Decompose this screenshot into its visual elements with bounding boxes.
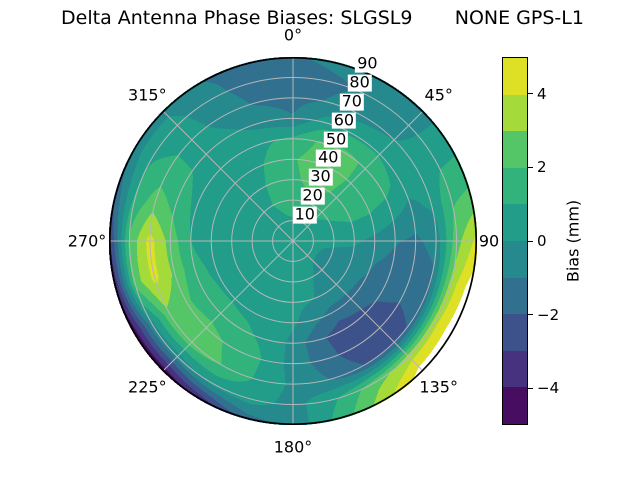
colorbar-segment [503, 350, 527, 388]
angle-label-135: 135° [419, 377, 458, 397]
radial-tick-label-80: 80 [347, 72, 372, 92]
colorbar-segment [503, 314, 527, 351]
radial-tick-label-20: 20 [300, 185, 325, 205]
colorbar-tick [528, 240, 533, 242]
polar-outline [108, 56, 478, 426]
radial-tick-label-60: 60 [331, 110, 357, 130]
polar-grid-overlay [108, 56, 478, 426]
colorbar-axis-label: Bias (mm) [563, 199, 583, 283]
grid-spoke [163, 111, 423, 371]
radial-tick-label-70: 70 [339, 91, 364, 111]
angle-label-315: 315° [128, 85, 167, 105]
colorbar-segment [503, 240, 527, 278]
angle-label-225: 225° [128, 377, 167, 397]
colorbar-tick-label: 2 [537, 158, 547, 177]
colorbar-tick-label: −2 [537, 305, 560, 324]
angle-label-270: 270° [67, 231, 107, 251]
colorbar-segment [503, 167, 527, 205]
radial-tick-label-90: 90 [355, 53, 380, 73]
radial-tick-label-10: 10 [292, 204, 317, 224]
colorbar-tick [528, 314, 533, 316]
angle-label-90: 90 [478, 231, 500, 251]
angle-label-180: 180° [273, 437, 313, 457]
page-title: Delta Antenna Phase Biases: SLGSL9 NONE … [61, 7, 584, 29]
colorbar-segment [503, 131, 527, 168]
radial-tick-label-40: 40 [316, 147, 341, 167]
radial-tick-label-50: 50 [323, 129, 349, 149]
colorbar-tick [528, 166, 533, 168]
colorbar [502, 57, 528, 425]
colorbar-tick-label: 0 [537, 232, 547, 250]
colorbar-segment [503, 204, 527, 241]
angle-label-0: 0° [283, 25, 303, 45]
colorbar-tick-label: 4 [537, 84, 547, 103]
colorbar-segment [503, 387, 527, 424]
colorbar-tick-label: −4 [537, 379, 560, 398]
colorbar-tick [528, 93, 533, 95]
colorbar-segment [503, 94, 527, 132]
colorbar-segment [503, 277, 527, 315]
colorbar-segment [503, 58, 527, 95]
radial-tick-label-30: 30 [308, 166, 333, 186]
angle-label-45: 45° [424, 85, 453, 105]
polar-plot: 0° 45° 90 135° 180° 225° 270° 315° 10 20 30 40 50 60 7… [68, 26, 499, 457]
colorbar-segments [503, 58, 527, 424]
colorbar-tick [528, 387, 533, 389]
